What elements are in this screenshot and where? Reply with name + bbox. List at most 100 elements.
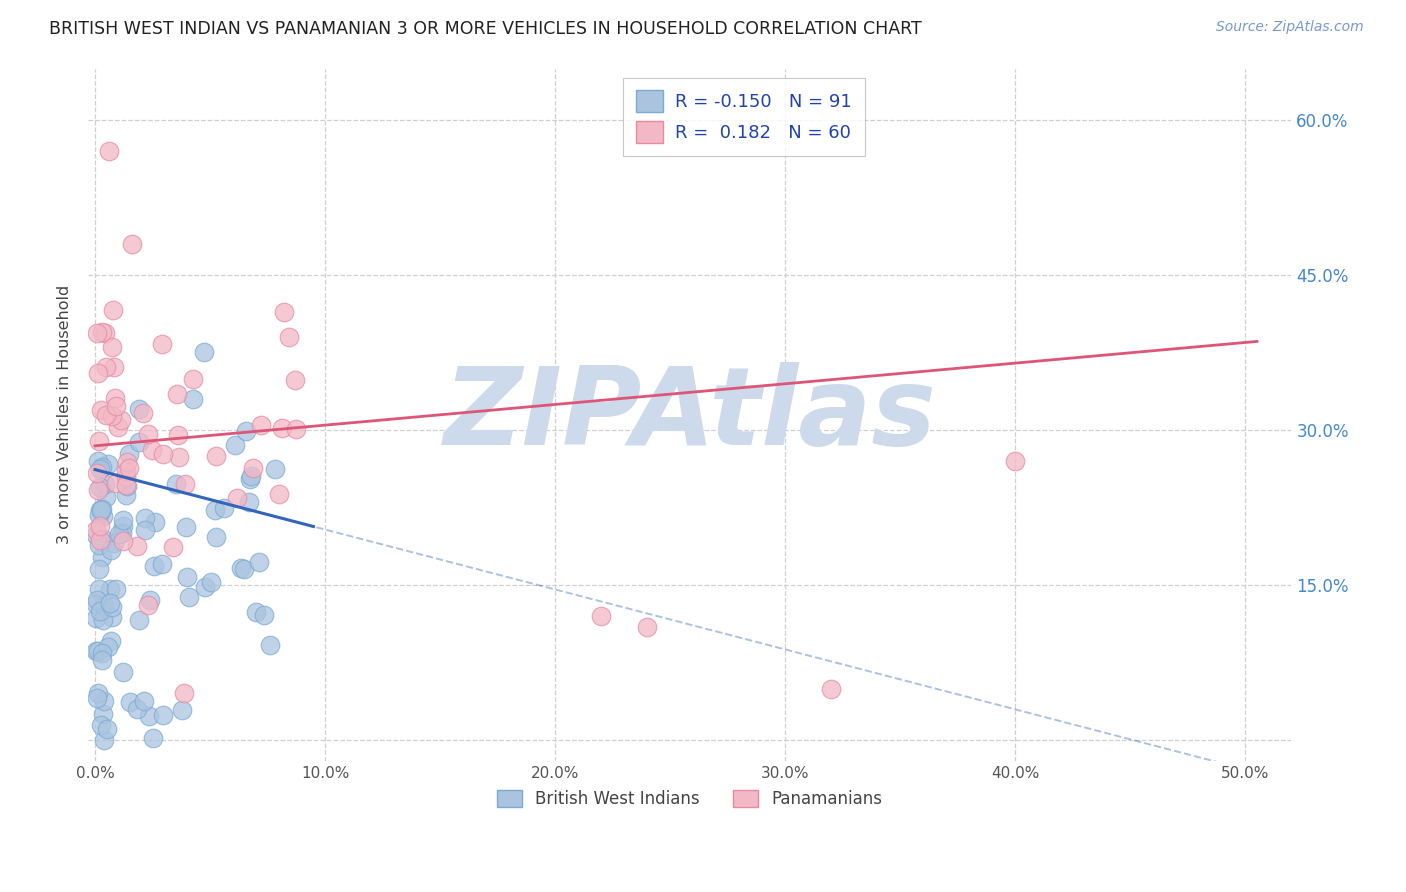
Point bbox=[118, 461, 141, 475]
Point bbox=[101, 600, 124, 615]
Point bbox=[100, 542, 122, 557]
Text: ZIPAtlas: ZIPAtlas bbox=[443, 362, 936, 467]
Point bbox=[94, 408, 117, 422]
Point bbox=[89, 604, 111, 618]
Point bbox=[87, 434, 110, 448]
Point bbox=[118, 696, 141, 710]
Point bbox=[136, 599, 159, 613]
Point bbox=[115, 478, 138, 492]
Point bbox=[142, 731, 165, 745]
Point bbox=[89, 503, 111, 517]
Point bbox=[93, 599, 115, 614]
Point bbox=[115, 464, 138, 478]
Point bbox=[90, 325, 112, 339]
Point bbox=[152, 708, 174, 723]
Point bbox=[128, 613, 150, 627]
Point bbox=[253, 607, 276, 622]
Point bbox=[245, 605, 267, 619]
Point bbox=[103, 535, 125, 549]
Point bbox=[87, 483, 110, 498]
Point bbox=[86, 690, 108, 705]
Point bbox=[87, 582, 110, 596]
Point bbox=[89, 508, 111, 523]
Point bbox=[250, 417, 273, 432]
Point bbox=[242, 461, 264, 475]
Point bbox=[127, 702, 149, 716]
Point bbox=[97, 457, 120, 471]
Point bbox=[273, 305, 295, 319]
Point bbox=[90, 503, 112, 517]
Point bbox=[181, 392, 204, 407]
Point bbox=[91, 532, 114, 546]
Point bbox=[86, 685, 108, 699]
Point bbox=[91, 653, 114, 667]
Point bbox=[1004, 454, 1026, 468]
Point bbox=[233, 562, 256, 576]
Point bbox=[100, 340, 122, 354]
Point bbox=[166, 387, 188, 401]
Point bbox=[104, 475, 127, 490]
Point bbox=[174, 520, 197, 534]
Point bbox=[173, 476, 195, 491]
Point bbox=[91, 459, 114, 474]
Point bbox=[181, 372, 204, 386]
Point bbox=[167, 450, 190, 465]
Point bbox=[235, 424, 257, 438]
Point bbox=[84, 611, 107, 625]
Point bbox=[238, 495, 260, 509]
Point bbox=[84, 528, 107, 542]
Point bbox=[150, 557, 173, 571]
Point bbox=[100, 409, 122, 423]
Point bbox=[134, 523, 156, 537]
Point bbox=[89, 480, 111, 494]
Point bbox=[112, 534, 135, 549]
Point bbox=[86, 592, 108, 607]
Point bbox=[98, 596, 121, 610]
Point bbox=[247, 555, 270, 569]
Point bbox=[205, 530, 228, 544]
Point bbox=[96, 360, 118, 375]
Text: BRITISH WEST INDIAN VS PANAMANIAN 3 OR MORE VEHICLES IN HOUSEHOLD CORRELATION CH: BRITISH WEST INDIAN VS PANAMANIAN 3 OR M… bbox=[49, 20, 922, 37]
Point bbox=[132, 406, 155, 420]
Point bbox=[93, 733, 115, 747]
Point bbox=[284, 373, 307, 387]
Point bbox=[91, 501, 114, 516]
Point bbox=[239, 472, 262, 486]
Point bbox=[89, 518, 111, 533]
Point bbox=[107, 420, 129, 434]
Point bbox=[111, 518, 134, 533]
Point bbox=[103, 302, 125, 317]
Point bbox=[108, 526, 131, 541]
Point bbox=[139, 593, 162, 607]
Point bbox=[152, 447, 174, 461]
Point bbox=[94, 490, 117, 504]
Point bbox=[229, 561, 252, 575]
Point bbox=[90, 549, 112, 564]
Point bbox=[97, 640, 120, 654]
Point bbox=[89, 461, 111, 475]
Point bbox=[101, 610, 124, 624]
Point bbox=[143, 558, 166, 573]
Point bbox=[128, 401, 150, 416]
Point bbox=[128, 435, 150, 450]
Point bbox=[259, 638, 281, 652]
Point bbox=[138, 708, 160, 723]
Point bbox=[150, 337, 173, 351]
Point bbox=[98, 582, 121, 596]
Point bbox=[264, 462, 287, 476]
Point bbox=[269, 487, 291, 501]
Point bbox=[112, 513, 135, 527]
Point bbox=[194, 580, 217, 594]
Point bbox=[91, 706, 114, 721]
Point bbox=[134, 510, 156, 524]
Point bbox=[141, 442, 163, 457]
Point bbox=[204, 449, 226, 463]
Y-axis label: 3 or more Vehicles in Household: 3 or more Vehicles in Household bbox=[58, 285, 72, 544]
Point bbox=[240, 468, 263, 483]
Point bbox=[820, 681, 842, 696]
Point bbox=[94, 326, 117, 340]
Point bbox=[91, 509, 114, 524]
Point bbox=[111, 665, 134, 680]
Point bbox=[111, 525, 134, 540]
Point bbox=[121, 237, 143, 252]
